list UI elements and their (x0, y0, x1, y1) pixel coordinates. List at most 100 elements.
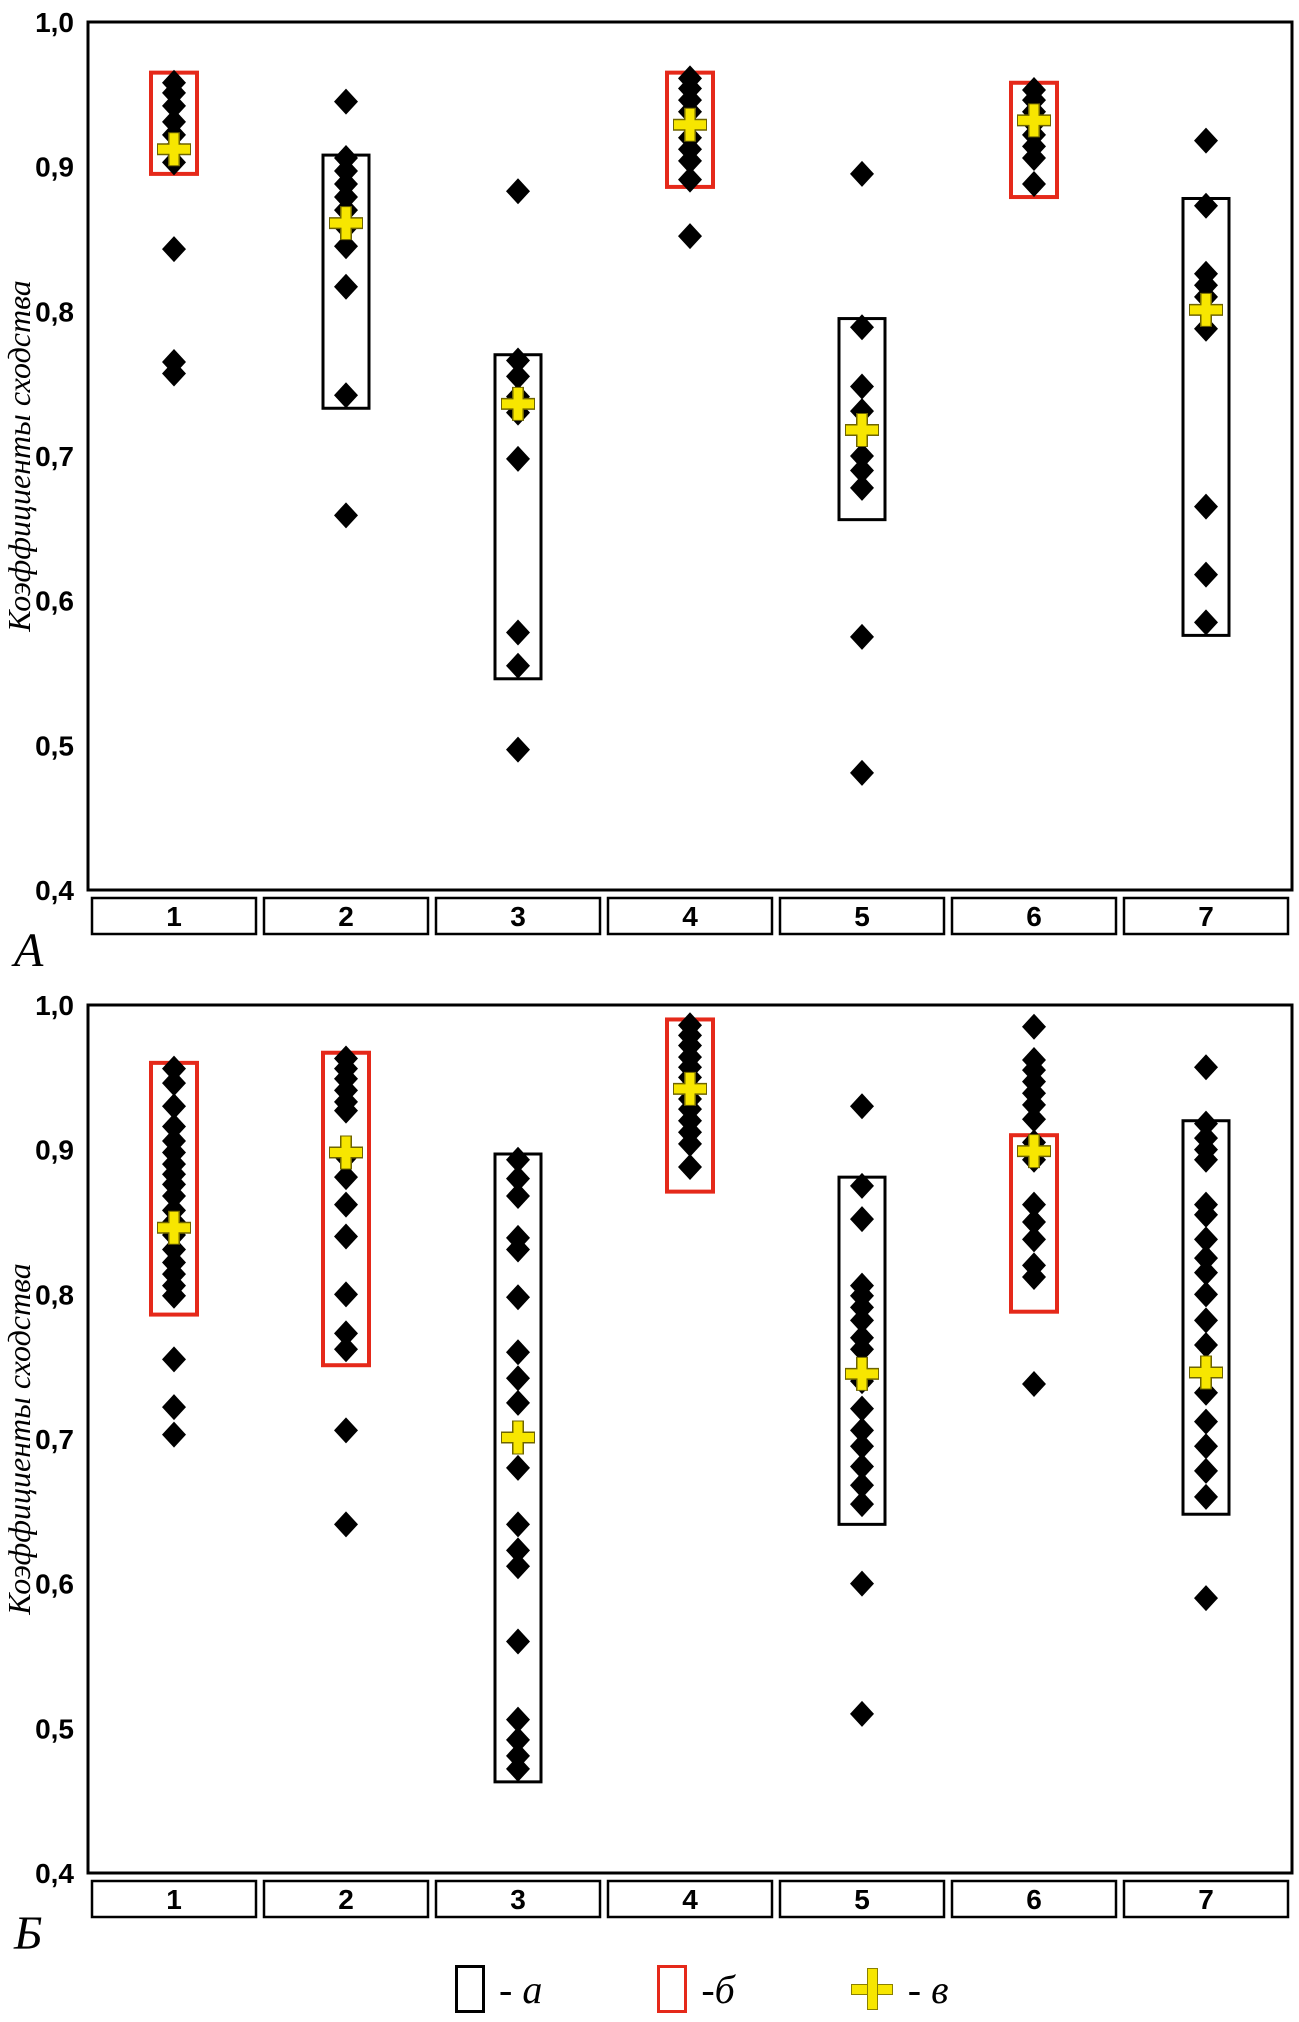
data-point (334, 382, 358, 409)
data-point (334, 88, 358, 115)
data-point (506, 1726, 530, 1753)
data-point (162, 79, 186, 106)
x-category-label: 3 (510, 1884, 526, 1915)
data-point (1194, 1226, 1218, 1253)
data-point (850, 1417, 874, 1444)
y-axis-title: Коэффициенты сходства (1, 280, 37, 633)
data-point (850, 474, 874, 501)
mean-marker (330, 1136, 362, 1169)
panel-label: А (11, 924, 44, 975)
data-point (334, 1417, 358, 1444)
data-point (1194, 493, 1218, 520)
y-tick-label: 0,4 (35, 875, 74, 906)
x-category-label: 1 (166, 901, 182, 932)
y-tick-label: 1,0 (35, 990, 74, 1021)
data-point (334, 1511, 358, 1538)
chart-panel-a: 1,0 0,9 0,8 0,7 0,6 0,5 0,4 Коэффициенты сходст… (1, 7, 1294, 975)
data-point (334, 1281, 358, 1308)
y-tick-label: 1,0 (35, 7, 74, 38)
x-category-cell (1122, 896, 1290, 936)
data-point (506, 178, 530, 205)
data-point (850, 160, 874, 187)
x-category-label: 3 (510, 901, 526, 932)
data-point (162, 1421, 186, 1448)
mean-marker (846, 413, 878, 446)
data-point (1194, 1054, 1218, 1081)
data-point (162, 1070, 186, 1097)
data-point (334, 1336, 358, 1363)
data-point (334, 502, 358, 529)
data-point (334, 171, 358, 198)
data-point (1022, 171, 1046, 198)
data-point (506, 619, 530, 646)
black-open-rect-icon (455, 1965, 485, 2013)
data-point (334, 1223, 358, 1250)
data-point (506, 1389, 530, 1416)
data-point (1194, 1433, 1218, 1460)
data-point (506, 736, 530, 763)
data-point (678, 147, 702, 174)
x-category-label: 4 (682, 1884, 698, 1915)
data-point (1194, 1110, 1218, 1137)
data-point (850, 623, 874, 650)
data-point (334, 1320, 358, 1347)
x-category-label: 4 (682, 901, 698, 932)
x-category-label: 7 (1198, 901, 1214, 932)
data-point (850, 759, 874, 786)
data-point (506, 1755, 530, 1782)
y-tick-label: 0,5 (35, 1713, 74, 1744)
data-point (850, 443, 874, 469)
x-category-label: 1 (166, 1884, 182, 1915)
data-point (850, 1093, 874, 1120)
data-point (506, 1628, 530, 1655)
data-point (334, 1164, 358, 1191)
data-point (162, 1394, 186, 1421)
data-point (850, 1307, 874, 1334)
data-point (678, 1154, 702, 1181)
y-tick-label: 0,7 (35, 441, 74, 472)
data-point (850, 1453, 874, 1480)
x-category-cell (1122, 1879, 1290, 1919)
data-point (1022, 1226, 1046, 1253)
data-point (678, 223, 702, 250)
data-point (334, 1191, 358, 1218)
data-point (1194, 1483, 1218, 1510)
data-point (334, 273, 358, 300)
data-point (850, 373, 874, 400)
data-point (506, 1537, 530, 1564)
x-category-cell (950, 1879, 1118, 1919)
data-point (506, 1742, 530, 1769)
legend-item-a: - а (455, 1965, 542, 2013)
data-point (850, 1294, 874, 1321)
data-point (506, 1454, 530, 1481)
data-point (162, 236, 186, 263)
data-point (850, 1172, 874, 1199)
data-point (162, 1055, 186, 1082)
y-tick-label: 0,8 (35, 1279, 74, 1310)
x-category-cell (434, 896, 602, 936)
y-tick-label: 0,9 (35, 152, 74, 183)
data-point (506, 652, 530, 679)
y-tick-label: 0,4 (35, 1858, 74, 1889)
x-category-label: 2 (338, 1884, 354, 1915)
data-point (1194, 1307, 1218, 1334)
data-point (1194, 1585, 1218, 1612)
data-point (1194, 561, 1218, 588)
legend-item-b: -б (657, 1965, 735, 2013)
data-point (1194, 1146, 1218, 1173)
y-tick-label: 0,8 (35, 296, 74, 327)
mean-marker (502, 387, 534, 420)
x-category-label: 7 (1198, 1884, 1214, 1915)
data-point (506, 445, 530, 472)
data-point (1022, 1209, 1046, 1235)
data-point (506, 347, 530, 374)
data-point (1022, 1091, 1046, 1118)
chart-panel-b: 1,0 0,9 0,8 0,7 0,6 0,5 0,4 Коэффициенты сходст… (1, 990, 1294, 1955)
data-point (1194, 1201, 1218, 1228)
data-point (506, 1339, 530, 1366)
data-point (506, 363, 530, 390)
data-point (678, 1130, 702, 1157)
x-category-cell (90, 896, 258, 936)
mean-marker (330, 207, 362, 240)
